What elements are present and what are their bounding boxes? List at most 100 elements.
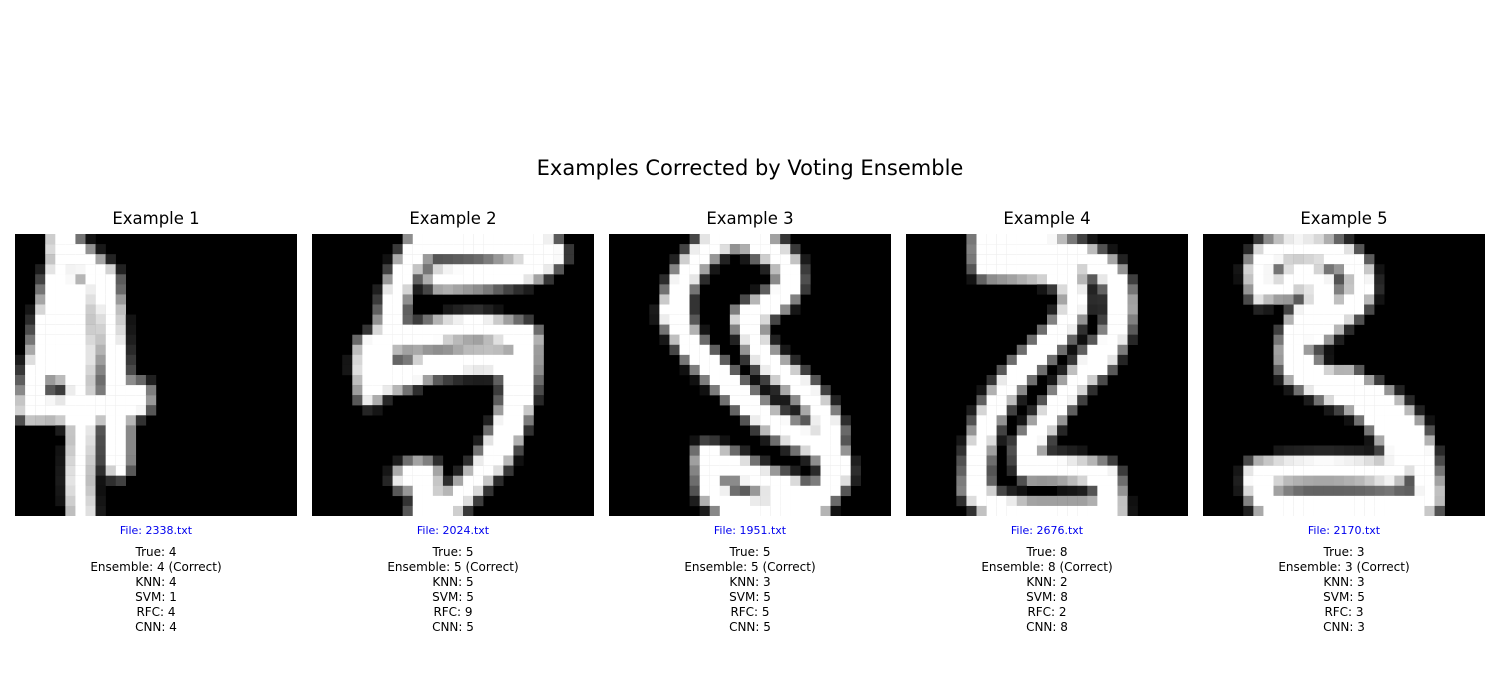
pixel bbox=[1047, 324, 1058, 335]
pixel bbox=[1414, 455, 1425, 466]
pixel bbox=[659, 304, 670, 315]
pixel bbox=[780, 505, 791, 516]
pixel bbox=[493, 254, 504, 265]
pixel bbox=[1333, 445, 1345, 456]
pixel bbox=[1047, 234, 1058, 245]
pixel bbox=[830, 475, 841, 486]
pixel bbox=[105, 445, 116, 456]
pixel bbox=[1303, 314, 1314, 325]
pixel bbox=[966, 435, 977, 446]
pixel bbox=[1333, 334, 1345, 345]
pixel bbox=[422, 505, 434, 516]
pixel bbox=[1313, 254, 1325, 265]
pixel bbox=[513, 244, 524, 255]
pixel bbox=[996, 405, 1007, 416]
pixel bbox=[1047, 415, 1058, 426]
pixel bbox=[830, 405, 841, 416]
pixel bbox=[986, 415, 997, 426]
pixel bbox=[1313, 495, 1325, 507]
pixel bbox=[402, 385, 413, 396]
pixel bbox=[739, 304, 751, 315]
pixel bbox=[432, 324, 444, 335]
pixel bbox=[392, 294, 403, 305]
pixel bbox=[1016, 395, 1028, 406]
pixel bbox=[362, 405, 373, 416]
pixel bbox=[1117, 284, 1128, 295]
pixel bbox=[412, 364, 423, 376]
pixel bbox=[45, 234, 56, 245]
pixel bbox=[453, 495, 464, 507]
pixel bbox=[55, 405, 66, 416]
pixel bbox=[442, 234, 454, 245]
pixel bbox=[55, 264, 66, 275]
pixel bbox=[1067, 485, 1078, 497]
pixel bbox=[1036, 415, 1048, 426]
pixel bbox=[1057, 465, 1068, 476]
pixel bbox=[1263, 485, 1274, 497]
pixel bbox=[45, 395, 56, 406]
pixel bbox=[1414, 445, 1425, 456]
pixel bbox=[1394, 395, 1405, 406]
pixel bbox=[65, 415, 76, 426]
pixel bbox=[352, 375, 363, 386]
pixel bbox=[1117, 505, 1128, 516]
pixel bbox=[976, 234, 987, 245]
pixel bbox=[392, 314, 403, 325]
pixel bbox=[1016, 344, 1028, 356]
pixel bbox=[1283, 324, 1294, 335]
pixel bbox=[1107, 254, 1118, 265]
pixel bbox=[976, 445, 987, 456]
svm-prediction: SVM: 5 bbox=[1323, 590, 1365, 604]
pixel bbox=[1036, 324, 1048, 335]
pixel bbox=[760, 244, 771, 255]
pixel bbox=[1057, 294, 1068, 305]
pixel bbox=[1253, 294, 1264, 305]
pixel bbox=[750, 425, 761, 436]
pixel bbox=[85, 334, 96, 345]
pixel bbox=[1036, 264, 1048, 275]
pixel bbox=[1344, 314, 1355, 325]
pixel bbox=[780, 495, 791, 507]
pixel bbox=[513, 344, 524, 356]
pixel bbox=[1313, 455, 1325, 466]
pixel bbox=[780, 465, 791, 476]
pixel bbox=[513, 334, 524, 345]
pixel bbox=[45, 274, 56, 285]
pixel bbox=[1047, 334, 1058, 345]
pixel bbox=[125, 334, 137, 345]
pixel bbox=[1087, 475, 1098, 486]
pixel bbox=[1077, 254, 1088, 265]
pixel bbox=[382, 294, 393, 305]
pixel bbox=[1424, 425, 1435, 436]
pixel bbox=[1364, 435, 1375, 446]
pixel bbox=[1354, 254, 1365, 265]
pixel bbox=[95, 254, 106, 265]
pixel bbox=[25, 395, 36, 406]
pixel bbox=[412, 234, 423, 245]
pixel bbox=[382, 344, 393, 356]
pixel bbox=[996, 234, 1007, 245]
pixel bbox=[1067, 344, 1078, 356]
pixel bbox=[1283, 465, 1294, 476]
pixel bbox=[483, 254, 494, 265]
pixel bbox=[820, 415, 831, 426]
pixel bbox=[1424, 435, 1435, 446]
pixel bbox=[1087, 234, 1098, 245]
pixel bbox=[996, 264, 1007, 275]
pixel bbox=[1117, 294, 1128, 305]
pixel bbox=[1313, 505, 1325, 516]
pixel bbox=[996, 485, 1007, 497]
pixel bbox=[1016, 465, 1028, 476]
pixel bbox=[75, 395, 86, 406]
digit-image bbox=[609, 234, 891, 516]
pixel bbox=[523, 234, 534, 245]
pixel bbox=[1067, 254, 1078, 265]
pixel bbox=[442, 334, 454, 345]
pixel bbox=[35, 395, 46, 406]
pixel bbox=[1067, 314, 1078, 325]
pixel bbox=[1323, 274, 1335, 285]
pixel bbox=[976, 475, 987, 486]
pixel bbox=[493, 425, 504, 436]
svm-prediction: SVM: 5 bbox=[729, 590, 771, 604]
pixel bbox=[1026, 495, 1038, 507]
